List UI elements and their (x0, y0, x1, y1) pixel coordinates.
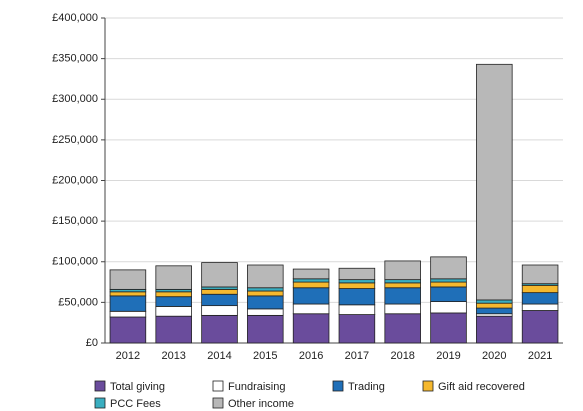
y-tick-label: £0 (86, 337, 98, 349)
bar-segment (247, 287, 284, 292)
bar-segment (292, 268, 330, 280)
bar-segment (109, 310, 147, 318)
bar-segment (109, 291, 147, 297)
bar-segment (521, 284, 559, 294)
bar-segment (292, 281, 330, 289)
y-tick-label: £300,000 (52, 93, 98, 105)
bar-segment (155, 306, 192, 317)
bar-segment (338, 288, 376, 306)
bar-segment (384, 260, 421, 281)
bar-segment (430, 278, 467, 283)
bar-segment (476, 63, 513, 301)
bar-segment (292, 278, 330, 283)
bar-segment (109, 269, 147, 290)
x-tick-label: 2016 (299, 350, 323, 362)
x-tick-label: 2018 (390, 350, 414, 362)
legend-swatch (94, 397, 106, 409)
x-tick-label: 2021 (528, 350, 552, 362)
bar-segment (292, 287, 330, 305)
y-tick-label: £50,000 (58, 296, 98, 308)
bar-segment (155, 315, 192, 344)
bar-segment (201, 314, 238, 344)
bar-segment (521, 303, 559, 311)
legend-swatch (422, 380, 434, 392)
bar-segment (247, 308, 284, 316)
bar-segment (476, 302, 513, 309)
bar-segment (476, 299, 513, 304)
bar-segment (201, 288, 238, 295)
legend-swatch (332, 380, 344, 392)
legend-label: Total giving (110, 381, 165, 393)
y-tick-label: £100,000 (52, 256, 98, 268)
bar-segment (384, 303, 421, 315)
legend-swatch (212, 397, 224, 409)
bar-segment (476, 307, 513, 315)
legend-label: Fundraising (228, 381, 285, 393)
legend-label: Other income (228, 398, 294, 410)
bar-segment (109, 316, 147, 344)
bar-segment (521, 292, 559, 305)
y-tick-label: £250,000 (52, 134, 98, 146)
x-tick-label: 2020 (482, 350, 506, 362)
bar-segment (338, 304, 376, 315)
bar-segment (384, 282, 421, 289)
x-tick-label: 2017 (345, 350, 369, 362)
bar-segment (384, 313, 421, 344)
y-tick-label: £200,000 (52, 174, 98, 186)
bar-segment (430, 286, 467, 302)
bar-segment (292, 313, 330, 344)
bar-segment (247, 314, 284, 344)
bar-segment (430, 256, 467, 280)
bar-segment (155, 296, 192, 307)
bar-segment (338, 282, 376, 289)
bar-segment (384, 279, 421, 284)
bar-segment (201, 262, 238, 288)
x-tick-label: 2019 (436, 350, 460, 362)
x-tick-label: 2013 (161, 350, 185, 362)
bar-segment (338, 279, 376, 284)
legend-swatch (94, 380, 106, 392)
bar-segment (430, 312, 467, 344)
bar-segment (109, 295, 147, 312)
y-tick-label: £400,000 (52, 12, 98, 24)
legend-swatch (212, 380, 224, 392)
bar-segment (521, 310, 559, 344)
bar-segment (384, 287, 421, 305)
bar-segment (247, 290, 284, 297)
legend-label: PCC Fees (110, 398, 161, 410)
bar-segment (338, 267, 376, 281)
bar-segment (292, 303, 330, 315)
x-tick-label: 2015 (253, 350, 277, 362)
bar-segment (430, 281, 467, 288)
bar-segment (155, 265, 192, 290)
legend-label: Gift aid recovered (438, 381, 525, 393)
bar-segment (201, 293, 238, 307)
bar-segment (521, 264, 559, 285)
y-tick-label: £150,000 (52, 215, 98, 227)
bar-segment (338, 314, 376, 344)
bar-segment (201, 305, 238, 316)
bar-segment (430, 301, 467, 314)
bar-segment (247, 295, 284, 310)
x-tick-label: 2012 (116, 350, 140, 362)
bar-segment (247, 264, 284, 289)
legend-label: Trading (348, 381, 385, 393)
bar-segment (476, 315, 513, 344)
bar-segment (155, 291, 192, 298)
x-tick-label: 2014 (207, 350, 231, 362)
y-tick-label: £350,000 (52, 53, 98, 65)
